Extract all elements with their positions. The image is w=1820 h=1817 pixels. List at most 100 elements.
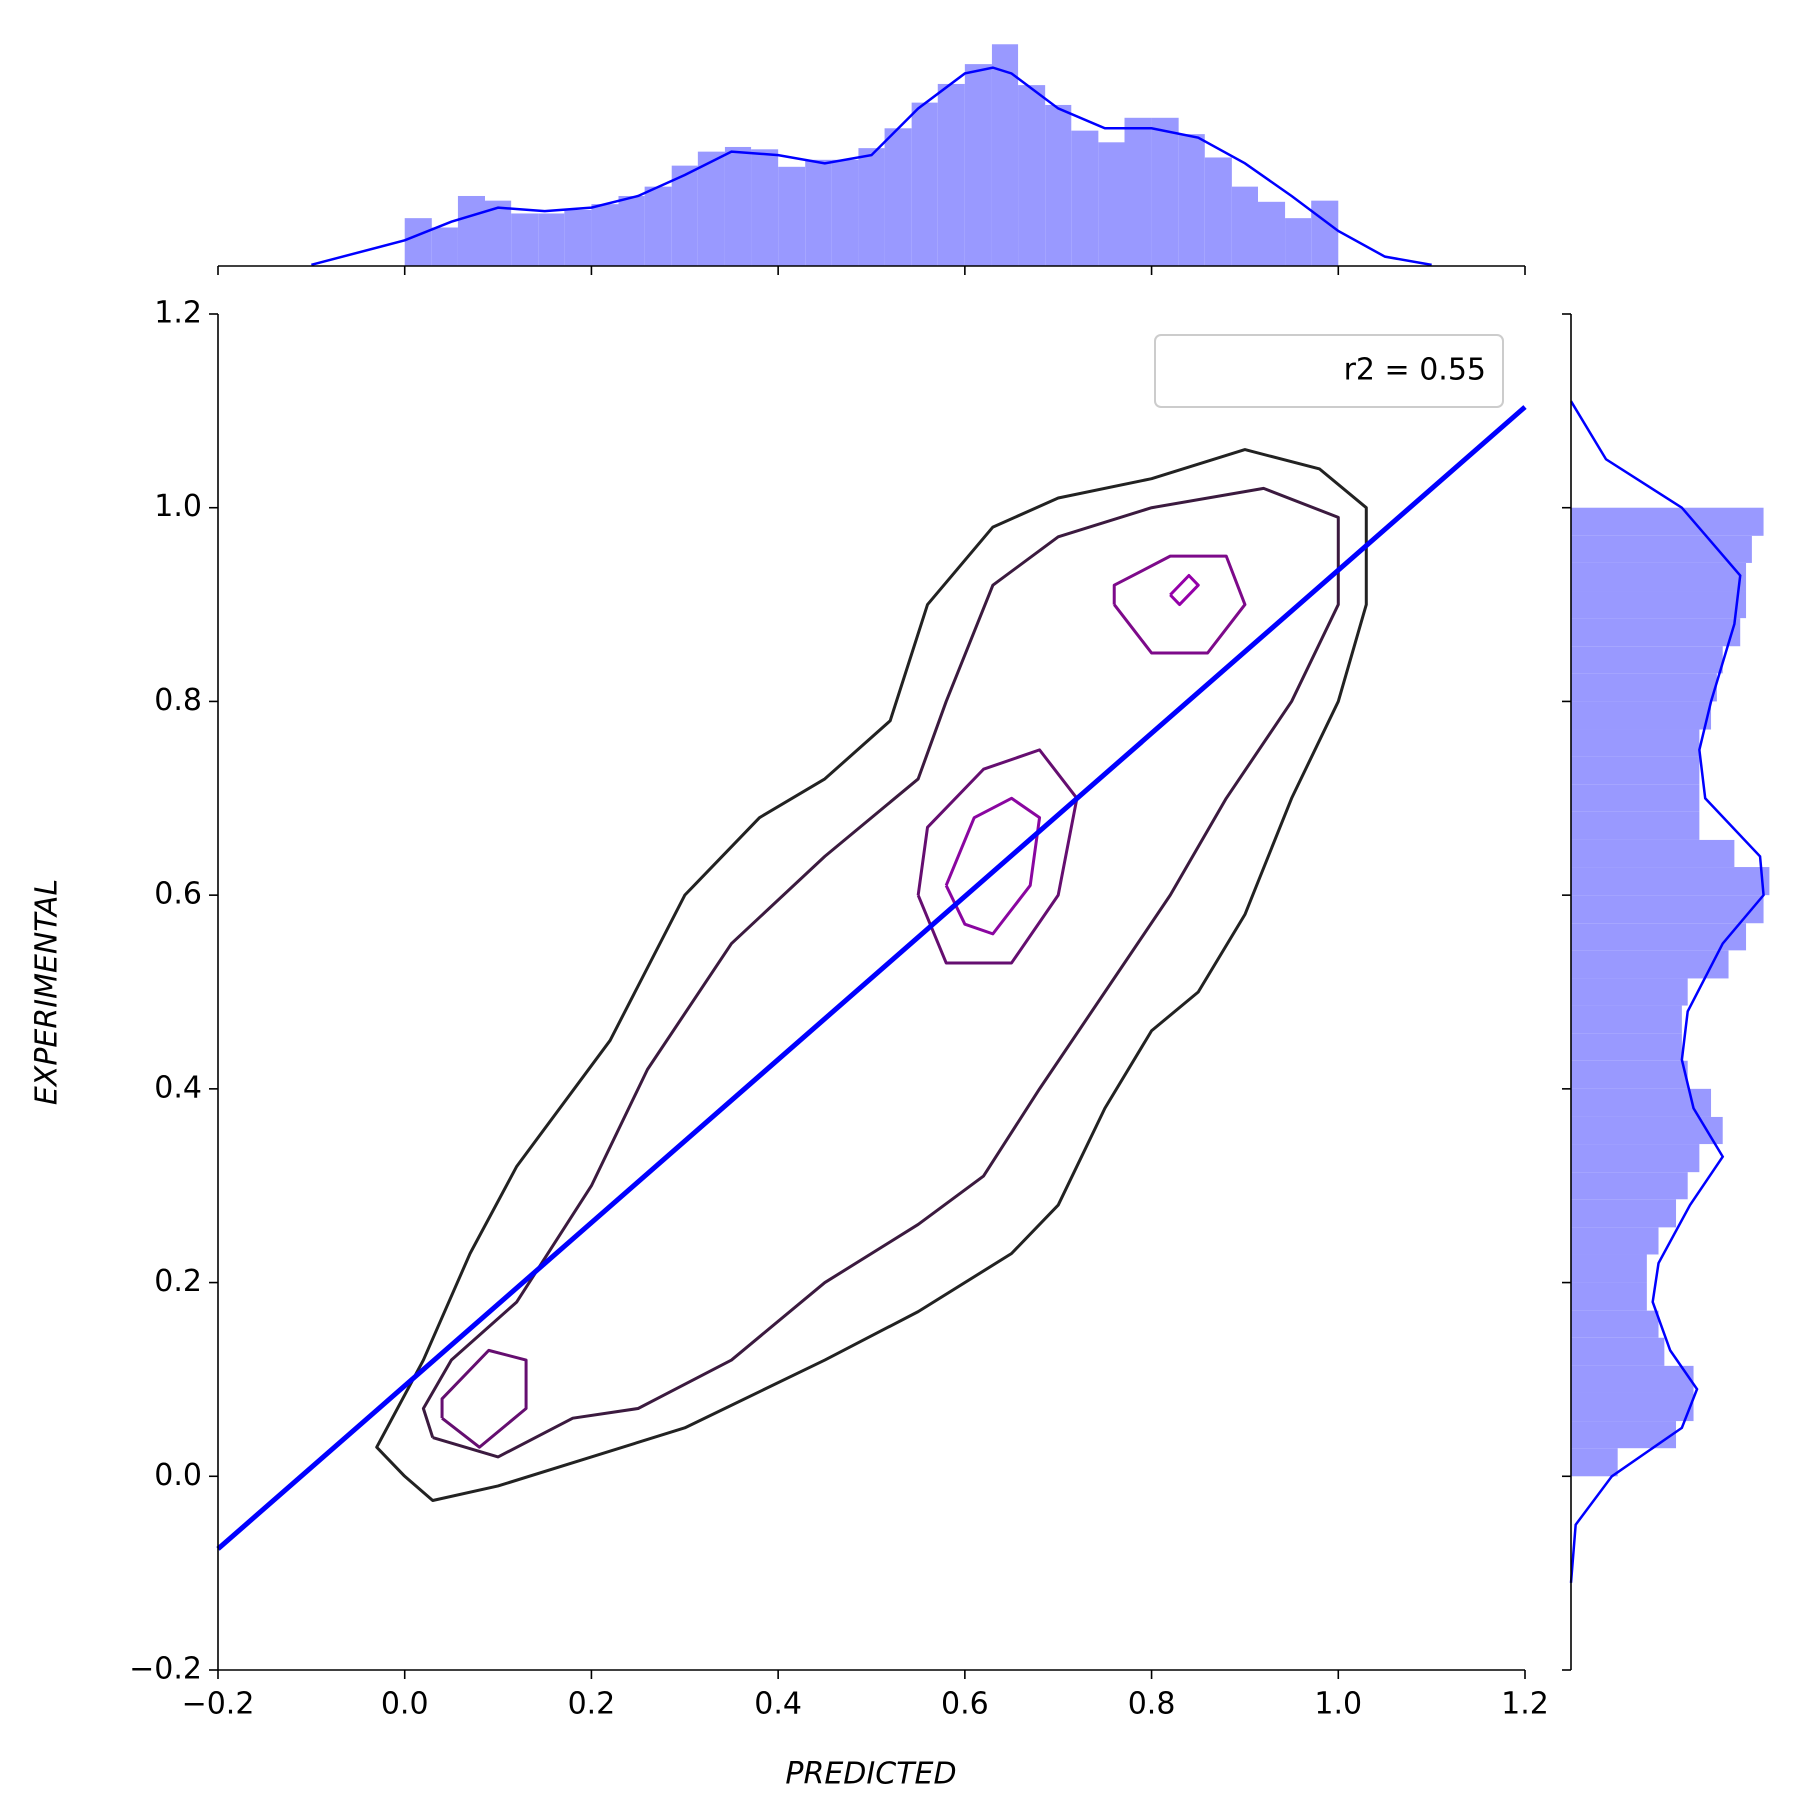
x-hist-bar (884, 128, 912, 266)
y-hist-bar (1571, 784, 1700, 812)
y-hist-bar (1571, 1088, 1712, 1117)
x-kde (311, 66, 1432, 267)
plot-layer: −0.2 0.0 0.2 0.4 0.6 0.8 1.0 1.2 −0.2 0.0 0.2 0.4 0.… (129, 44, 1770, 1722)
x-hist-bar (1285, 218, 1312, 266)
kde-contour (1112, 554, 1247, 655)
regression-line (216, 405, 1527, 1551)
y-hist-bar (1571, 923, 1747, 951)
y-hist-bar (1571, 507, 1764, 536)
x-hist-bar (564, 209, 592, 266)
y-hist-bar (1571, 562, 1747, 592)
kde-contour (375, 448, 1368, 1502)
y-hist-bar (1571, 978, 1688, 1006)
y-hist-bar (1571, 756, 1700, 785)
x-hist-bar (697, 151, 725, 266)
x-hist-bar (831, 159, 859, 266)
y-hist-bar (1571, 1172, 1688, 1200)
x-hist-bar (1045, 104, 1072, 266)
kde-contour (916, 748, 1079, 965)
y-hist-bar (1571, 1448, 1618, 1477)
y-kde (1569, 400, 1765, 1583)
y-hist-bar (1571, 811, 1700, 840)
y-hist-bar (1571, 1365, 1694, 1393)
legend-text: r2 = 0.55 (1344, 353, 1486, 388)
y-hist-bar (1571, 950, 1729, 979)
y-tick-label: 0.2 (154, 1264, 202, 1299)
x-hist-bar (1151, 117, 1179, 266)
x-hist-bar (591, 204, 619, 266)
y-hist-bar (1571, 1392, 1694, 1422)
y-hist-bar (1571, 895, 1764, 924)
x-tick-label: 0.0 (381, 1687, 429, 1722)
y-hist-bar (1571, 867, 1770, 896)
x-tick-label: 0.2 (568, 1687, 616, 1722)
y-hist-bar (1571, 1227, 1659, 1255)
x-hist-bar (964, 64, 992, 266)
x-hist-bar (1098, 142, 1125, 266)
x-hist-bar (911, 102, 938, 267)
y-hist-bar (1571, 1310, 1659, 1338)
y-hist-bar (1571, 673, 1717, 702)
y-hist-bar (1571, 535, 1752, 563)
y-tick-label: 0.4 (154, 1070, 202, 1105)
x-hist-bar (1124, 117, 1152, 266)
x-hist-bar (937, 83, 965, 266)
y-hist-bar (1571, 1116, 1723, 1145)
x-hist-bar (1178, 134, 1205, 266)
x-tick-label: 0.4 (754, 1687, 802, 1722)
y-axis-label: EXPERIMENTAL (30, 879, 65, 1105)
x-tick-label: −0.2 (182, 1687, 255, 1722)
x-hist-bar (644, 186, 672, 266)
x-hist-bar (724, 146, 752, 266)
y-hist-bar (1571, 591, 1747, 619)
x-tick-label: 0.6 (941, 1687, 989, 1722)
y-tick-label: 1.0 (154, 489, 202, 524)
x-hist-bar (1231, 186, 1258, 266)
y-hist-bar (1571, 618, 1741, 647)
x-hist-bar (404, 218, 432, 266)
y-hist-bar (1571, 1060, 1688, 1089)
y-tick-label: 0.6 (154, 877, 202, 912)
kde-contour (421, 486, 1340, 1459)
x-hist-bar (618, 195, 645, 266)
kde-contour (1169, 574, 1200, 607)
x-hist-bar (805, 159, 832, 266)
y-hist-bar (1571, 1337, 1665, 1366)
y-hist-bar (1571, 729, 1700, 757)
x-hist-bar (778, 166, 806, 266)
y-hist-bar (1571, 1144, 1700, 1173)
y-tick-label: 1.2 (154, 296, 202, 331)
y-hist-bar (1571, 839, 1735, 868)
x-hist-bar (1257, 201, 1286, 266)
x-hist-bar (431, 227, 458, 266)
y-hist-bar (1571, 1199, 1677, 1228)
x-tick-label: 1.0 (1314, 1687, 1362, 1722)
x-hist-bar (1018, 85, 1046, 267)
x-hist-bar (1311, 200, 1339, 266)
y-hist-bar (1571, 701, 1712, 730)
y-tick-label: 0.8 (154, 683, 202, 718)
x-hist-bar (671, 165, 698, 266)
x-hist-bar (991, 44, 1019, 266)
x-hist-bar (538, 213, 565, 266)
x-tick-label: 0.8 (1128, 1687, 1176, 1722)
x-axis-label: PREDICTED (785, 1757, 956, 1792)
x-hist-bar (1071, 130, 1099, 266)
y-tick-label: 0.0 (154, 1458, 202, 1493)
kde-contour (440, 1348, 528, 1449)
kde-contour (944, 796, 1042, 936)
y-hist-bar (1571, 1005, 1682, 1034)
x-tick-label: 1.2 (1501, 1687, 1549, 1722)
x-hist-bar (511, 213, 539, 266)
x-hist-bar (751, 149, 779, 266)
legend-box (1154, 334, 1504, 408)
y-hist-bar (1571, 646, 1723, 674)
x-hist-bar (1204, 157, 1232, 266)
y-hist-bar (1571, 1033, 1682, 1061)
y-hist-bar (1571, 1282, 1647, 1311)
x-hist-bar (457, 195, 486, 266)
y-tick-label: −0.2 (129, 1652, 202, 1687)
y-hist-bar (1571, 1254, 1647, 1283)
x-hist-bar (858, 148, 885, 266)
